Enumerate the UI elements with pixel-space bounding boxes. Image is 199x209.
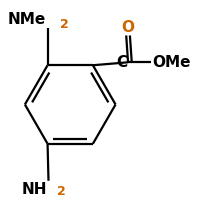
Text: 2: 2 xyxy=(57,185,66,198)
Text: O: O xyxy=(122,19,135,34)
Text: OMe: OMe xyxy=(152,55,191,70)
Text: 2: 2 xyxy=(60,18,68,31)
Text: C: C xyxy=(116,55,127,70)
Text: NH: NH xyxy=(22,182,48,197)
Text: NMe: NMe xyxy=(8,12,46,27)
